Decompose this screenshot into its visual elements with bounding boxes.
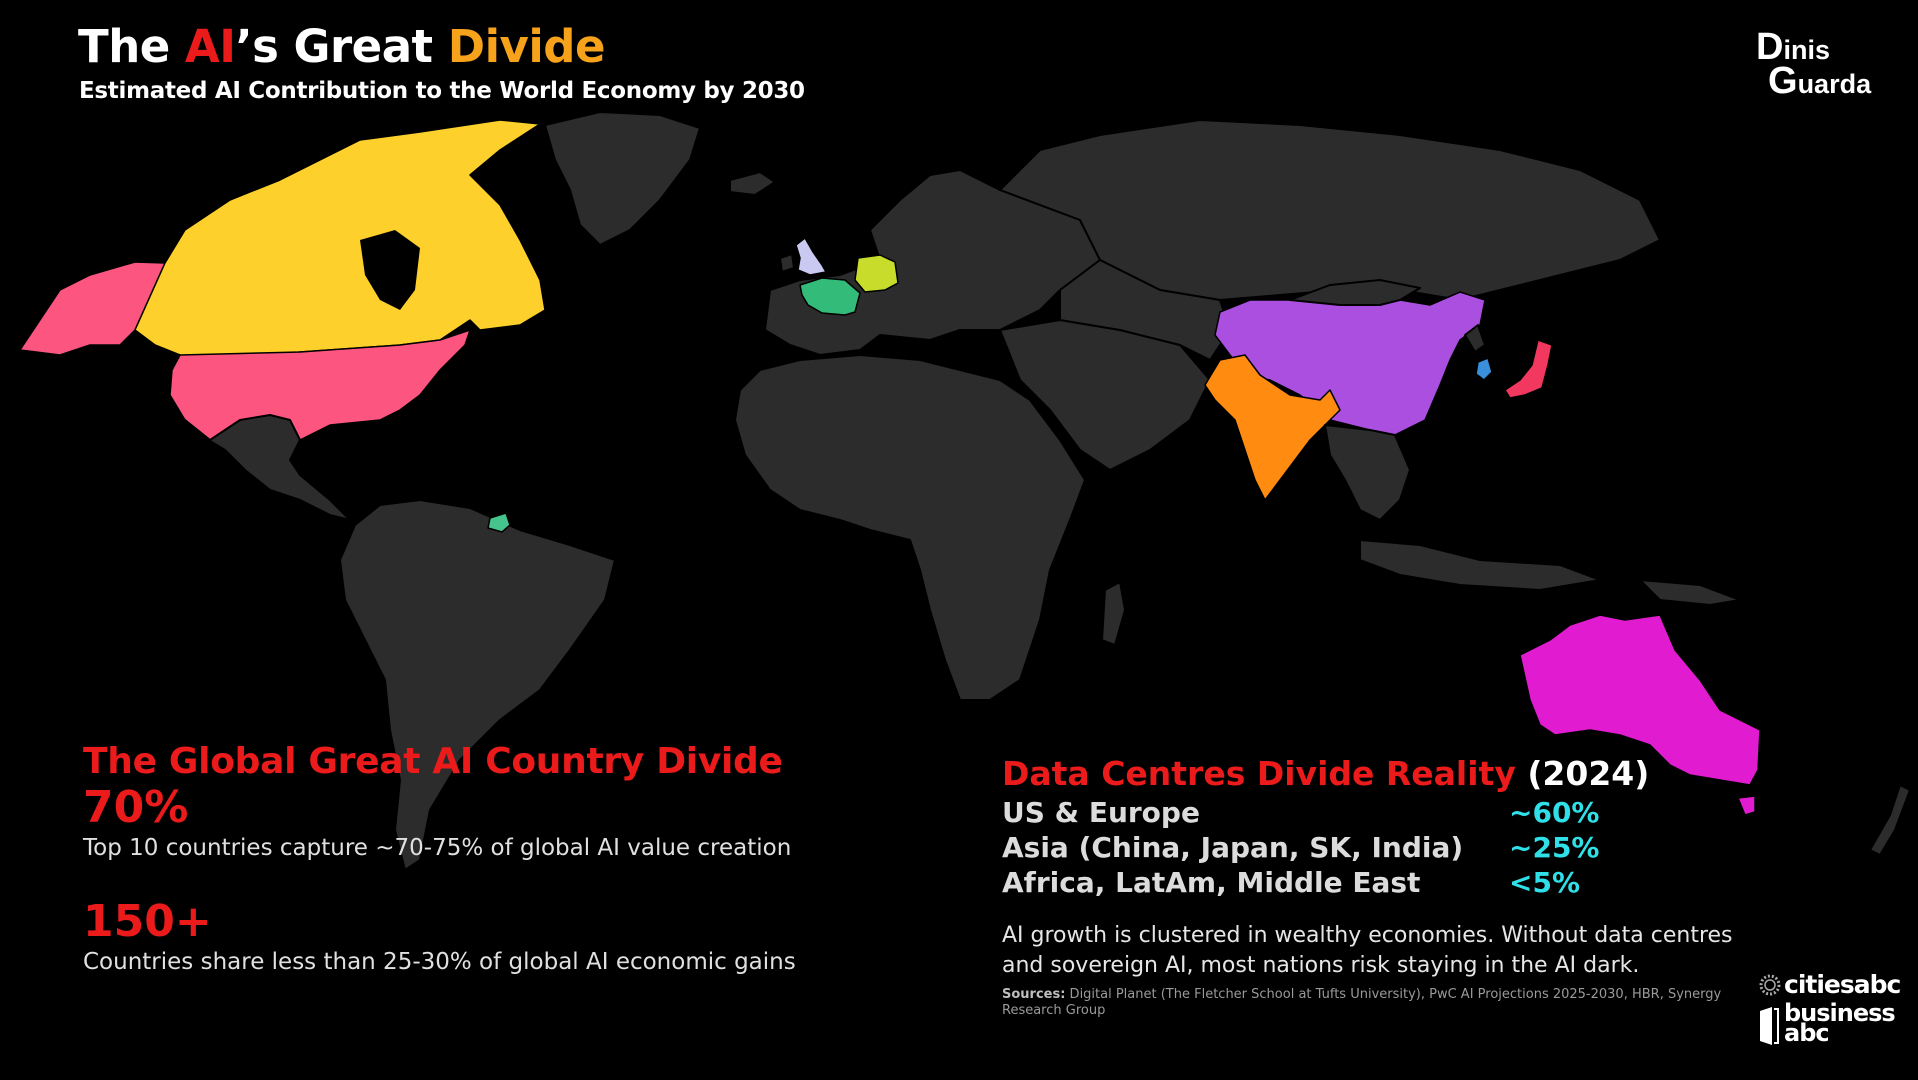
citiesabc-text: citiesabc — [1784, 970, 1901, 999]
map-madagascar — [1101, 581, 1126, 646]
data-centres-heading-text: Data Centres Divide Reality — [1002, 754, 1516, 793]
stat-value-others: 150+ — [83, 896, 212, 947]
map-africa — [734, 354, 1086, 701]
map-uk — [795, 237, 827, 276]
sources-citation: Sources: Digital Planet (The Fletcher Sc… — [1002, 987, 1762, 1019]
region-share: ~25% — [1509, 831, 1600, 864]
businessabc-text-line1: business — [1784, 999, 1896, 1027]
logo-text-inis: inis — [1783, 35, 1830, 65]
title-part-divide: Divide — [447, 20, 606, 73]
map-germany — [854, 254, 899, 293]
global-divide-heading: The Global Great AI Country Divide — [83, 741, 783, 782]
map-mongolia — [1289, 279, 1421, 306]
logo-initial-d: D — [1756, 26, 1784, 68]
stat-description-top10: Top 10 countries capture ~70-75% of glob… — [83, 835, 792, 861]
title-part-great: ’s Great — [235, 20, 448, 73]
map-iceland — [729, 171, 776, 196]
summary-note-line1: AI growth is clustered in wealthy econom… — [1002, 923, 1733, 948]
sources-label: Sources: — [1002, 987, 1066, 1002]
map-new-zealand — [1869, 784, 1911, 856]
logo-initial-g: G — [1768, 60, 1798, 103]
businessabc-text-line2: abc — [1784, 1019, 1830, 1047]
map-suriname — [487, 512, 511, 533]
sources-text: Digital Planet (The Fletcher School at T… — [1002, 987, 1722, 1018]
map-greenland — [544, 111, 701, 246]
region-label: US & Europe — [1002, 796, 1200, 829]
data-centres-heading: Data Centres Divide Reality (2024) — [1002, 752, 1762, 796]
map-papua — [1639, 579, 1741, 606]
map-ireland — [779, 253, 795, 273]
data-centre-row: US & Europe ~60% — [1002, 796, 1762, 831]
map-canada — [134, 119, 546, 363]
map-north-korea — [1464, 324, 1486, 353]
data-centre-row: Asia (China, Japan, SK, India) ~25% — [1002, 831, 1762, 866]
map-indonesia — [1359, 539, 1601, 591]
map-france — [799, 277, 861, 316]
title-part-the: The — [78, 20, 185, 73]
region-label: Asia (China, Japan, SK, India) — [1002, 831, 1464, 864]
stat-value-top10: 70% — [83, 782, 189, 833]
dinis-guarda-logo: Dinis Guarda — [1756, 28, 1872, 100]
region-share: <5% — [1509, 866, 1580, 899]
page-title: The AI’s Great Divide — [78, 20, 606, 73]
map-hudson-bay — [360, 230, 420, 310]
gear-icon — [1759, 974, 1781, 995]
global-divide-panel: The Global Great AI Country Divide 70% T… — [83, 740, 796, 978]
map-japan — [1504, 339, 1553, 399]
logo-text-uarda: uarda — [1797, 69, 1872, 100]
map-india — [1204, 354, 1341, 501]
map-usa-alaska — [19, 261, 166, 356]
map-australia — [1519, 614, 1761, 786]
data-centres-panel: Data Centres Divide Reality (2024) US & … — [1002, 752, 1762, 1019]
summary-note: AI growth is clustered in wealthy econom… — [1002, 921, 1762, 981]
map-tasmania — [1737, 795, 1756, 816]
data-centres-heading-year: (2024) — [1527, 754, 1650, 793]
region-share: ~60% — [1509, 796, 1600, 829]
map-mexico — [184, 414, 351, 521]
door-icon — [1760, 1007, 1779, 1045]
region-label: Africa, LatAm, Middle East — [1002, 866, 1421, 899]
summary-note-line2: and sovereign AI, most nations risk stay… — [1002, 953, 1640, 978]
stat-description-others: Countries share less than 25-30% of glob… — [83, 949, 796, 975]
citiesabc-businessabc-logo: citiesabc business abc — [1758, 970, 1901, 1047]
map-south-korea — [1475, 357, 1493, 381]
map-central-asia — [1059, 259, 1231, 361]
page-subtitle: Estimated AI Contribution to the World E… — [79, 78, 805, 104]
title-part-ai: AI — [184, 20, 236, 73]
data-centre-row: Africa, LatAm, Middle East <5% — [1002, 866, 1762, 901]
map-southeast-asia — [1324, 424, 1411, 521]
